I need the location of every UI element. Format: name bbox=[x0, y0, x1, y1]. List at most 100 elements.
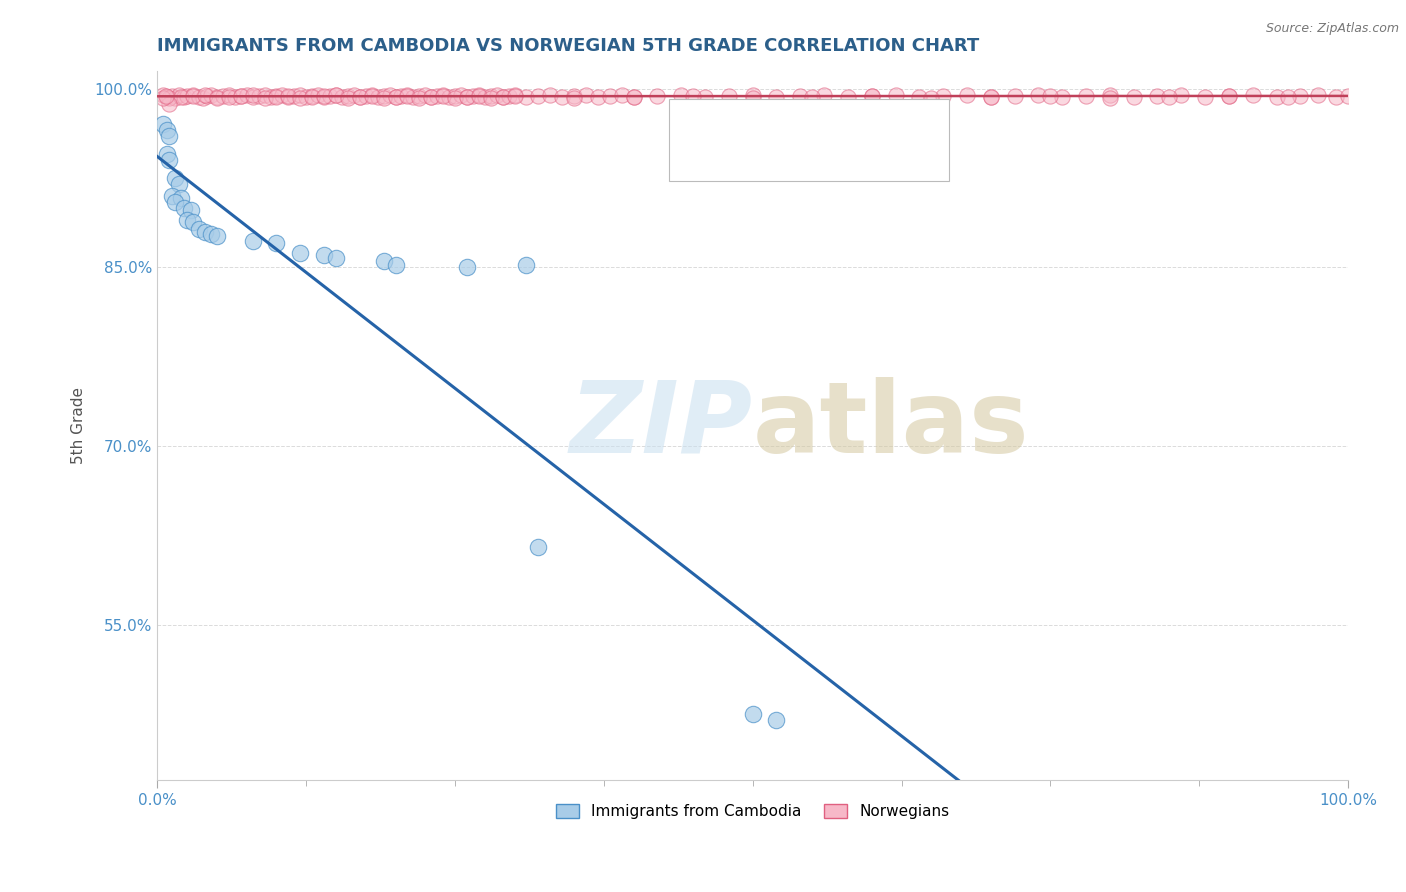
Point bbox=[468, 87, 491, 102]
Point bbox=[503, 87, 526, 102]
Text: IMMIGRANTS FROM CAMBODIA VS NORWEGIAN 5TH GRADE CORRELATION CHART: IMMIGRANTS FROM CAMBODIA VS NORWEGIAN 5T… bbox=[157, 37, 980, 55]
Point bbox=[229, 88, 252, 103]
Text: R =: R = bbox=[727, 113, 762, 131]
Point bbox=[1074, 88, 1097, 103]
Point bbox=[266, 236, 288, 251]
Point bbox=[173, 90, 195, 104]
Point bbox=[461, 88, 484, 103]
Point bbox=[527, 88, 550, 103]
Point bbox=[956, 87, 979, 102]
Point bbox=[647, 88, 669, 103]
Point bbox=[671, 87, 693, 102]
Point bbox=[330, 90, 353, 104]
Point bbox=[173, 201, 195, 215]
Point bbox=[307, 87, 329, 102]
Point bbox=[498, 88, 520, 103]
Point bbox=[1050, 90, 1073, 104]
Point bbox=[1028, 87, 1050, 102]
Point bbox=[156, 90, 179, 104]
Point bbox=[253, 87, 276, 102]
Point bbox=[325, 87, 347, 102]
Point bbox=[515, 90, 537, 104]
Point bbox=[396, 87, 419, 102]
FancyBboxPatch shape bbox=[682, 143, 714, 164]
Point bbox=[319, 88, 342, 103]
Point bbox=[1308, 87, 1330, 102]
Point bbox=[538, 87, 561, 102]
Point bbox=[980, 90, 1002, 104]
FancyBboxPatch shape bbox=[682, 112, 714, 133]
Point bbox=[1122, 90, 1144, 104]
Point bbox=[384, 258, 406, 272]
Point bbox=[194, 225, 217, 239]
Point bbox=[562, 91, 585, 105]
Point bbox=[259, 90, 281, 104]
Point bbox=[235, 87, 257, 102]
Point bbox=[1159, 90, 1181, 104]
Text: 0.503: 0.503 bbox=[776, 145, 834, 162]
Point bbox=[354, 88, 377, 103]
Point bbox=[813, 87, 835, 102]
Point bbox=[343, 87, 366, 102]
Point bbox=[575, 87, 598, 102]
Point bbox=[247, 88, 270, 103]
Point bbox=[314, 90, 336, 104]
Point bbox=[503, 88, 526, 103]
Point bbox=[314, 88, 336, 103]
Point bbox=[1277, 90, 1299, 104]
Point bbox=[373, 254, 395, 268]
Point bbox=[301, 90, 323, 104]
Point bbox=[456, 90, 478, 104]
Point bbox=[1289, 88, 1312, 103]
Point bbox=[908, 90, 931, 104]
Point bbox=[290, 91, 312, 105]
Point bbox=[479, 88, 502, 103]
Point bbox=[290, 246, 312, 260]
Point bbox=[160, 189, 183, 203]
Point bbox=[402, 90, 425, 104]
Point bbox=[437, 90, 460, 104]
Point bbox=[157, 153, 180, 167]
Point bbox=[408, 91, 430, 105]
Point bbox=[218, 90, 240, 104]
Point bbox=[444, 88, 467, 103]
Point bbox=[432, 87, 454, 102]
Y-axis label: 5th Grade: 5th Grade bbox=[72, 386, 86, 464]
Point bbox=[295, 90, 318, 104]
Point bbox=[242, 234, 264, 248]
Point bbox=[277, 88, 299, 103]
Point bbox=[551, 90, 574, 104]
Point bbox=[1218, 88, 1240, 103]
Point bbox=[266, 90, 288, 104]
Point bbox=[200, 87, 222, 102]
Point bbox=[765, 713, 787, 727]
Point bbox=[373, 91, 395, 105]
Point bbox=[432, 88, 454, 103]
Point bbox=[468, 88, 491, 103]
Text: -0.906: -0.906 bbox=[776, 113, 841, 131]
Point bbox=[1170, 87, 1192, 102]
Point bbox=[188, 90, 211, 104]
Point bbox=[157, 91, 180, 105]
Point bbox=[152, 91, 174, 105]
Point bbox=[205, 90, 228, 104]
Point bbox=[176, 88, 198, 103]
Point bbox=[165, 194, 187, 209]
Point bbox=[205, 91, 228, 105]
Text: N=: N= bbox=[845, 145, 877, 162]
Point bbox=[444, 91, 467, 105]
Text: ZIP: ZIP bbox=[569, 376, 752, 474]
Point bbox=[1004, 88, 1026, 103]
Point bbox=[157, 129, 180, 144]
Point bbox=[160, 88, 183, 103]
Point bbox=[360, 88, 382, 103]
Point bbox=[170, 90, 193, 104]
Text: R =: R = bbox=[727, 145, 762, 162]
Point bbox=[741, 87, 763, 102]
Point bbox=[266, 88, 288, 103]
Point bbox=[426, 88, 449, 103]
Point bbox=[1039, 88, 1062, 103]
Point bbox=[191, 91, 214, 105]
Text: Source: ZipAtlas.com: Source: ZipAtlas.com bbox=[1265, 22, 1399, 36]
Point bbox=[384, 90, 406, 104]
